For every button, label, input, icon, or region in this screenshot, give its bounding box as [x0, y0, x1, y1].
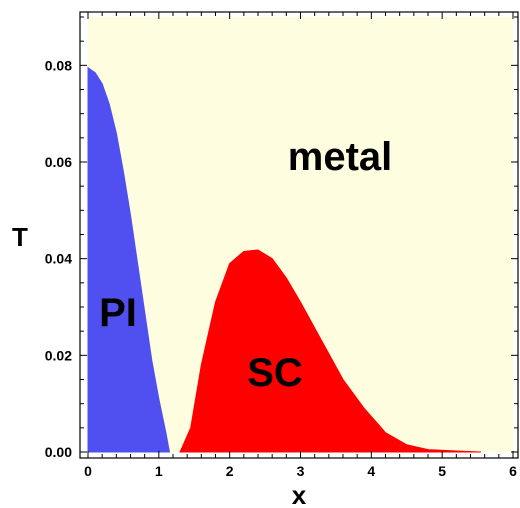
x-tick-label: 0: [84, 463, 92, 479]
y-tick-label: 0.00: [45, 444, 72, 460]
region-label-metal: metal: [288, 135, 393, 179]
x-tick-label: 2: [226, 463, 234, 479]
y-axis-title: T: [12, 222, 28, 252]
region-sc: [179, 249, 482, 453]
x-tick-label: 1: [155, 463, 163, 479]
region-label-sc: SC: [247, 351, 303, 395]
x-tick-label: 4: [367, 463, 375, 479]
y-tick-label: 0.06: [45, 154, 72, 170]
x-tick-label: 6: [509, 463, 517, 479]
y-tick-label: 0.08: [45, 57, 72, 73]
x-tick-label: 5: [438, 463, 446, 479]
region-label-pi: PI: [99, 291, 137, 335]
region-pi: [87, 66, 171, 453]
x-axis-title: x: [292, 480, 307, 508]
y-tick-label: 0.04: [45, 251, 72, 267]
y-tick-label: 0.02: [45, 347, 72, 363]
x-tick-label: 3: [297, 463, 305, 479]
